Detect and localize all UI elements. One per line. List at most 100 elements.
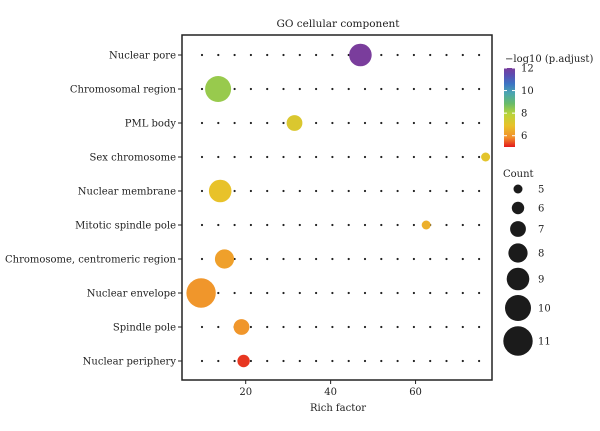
grid-dot bbox=[282, 359, 285, 363]
grid-dot bbox=[445, 53, 448, 57]
grid-dot bbox=[478, 155, 481, 159]
grid-dot bbox=[233, 53, 236, 57]
grid-dot bbox=[380, 325, 383, 329]
grid-dot bbox=[363, 87, 367, 91]
grid-dot bbox=[478, 359, 481, 363]
size-legend-dot bbox=[503, 326, 533, 356]
grid-dot bbox=[347, 121, 350, 125]
grid-dot bbox=[445, 155, 448, 159]
grid-dot bbox=[461, 189, 464, 193]
grid-dot bbox=[282, 325, 285, 329]
grid-dots bbox=[200, 53, 481, 363]
grid-dot bbox=[396, 155, 399, 159]
grid-dot bbox=[217, 53, 220, 57]
grid-dot bbox=[445, 325, 448, 329]
grid-dot bbox=[200, 223, 204, 227]
y-tick-label: Nuclear periphery bbox=[83, 357, 177, 368]
grid-dot bbox=[282, 257, 285, 261]
grid-dot bbox=[380, 291, 383, 295]
grid-dot bbox=[282, 87, 285, 91]
grid-dot bbox=[461, 155, 464, 159]
grid-dot bbox=[249, 223, 252, 227]
grid-dot bbox=[380, 257, 383, 261]
grid-dot bbox=[200, 359, 204, 363]
y-tick-label: Nuclear pore bbox=[109, 51, 176, 62]
y-axis-labels: Nuclear pore Chromosomal region PML body Se… bbox=[5, 51, 182, 368]
grid-dot bbox=[445, 189, 448, 193]
size-legend-title: Count bbox=[503, 169, 534, 180]
grid-dot bbox=[200, 53, 204, 57]
grid-dot bbox=[331, 189, 334, 193]
grid-dot bbox=[445, 121, 448, 125]
color-tick-label: 12 bbox=[521, 64, 534, 75]
grid-dot bbox=[478, 257, 481, 261]
grid-dot bbox=[217, 359, 220, 363]
grid-dot bbox=[396, 359, 399, 363]
data-points bbox=[186, 43, 491, 368]
grid-dot bbox=[396, 291, 399, 295]
grid-dot bbox=[331, 359, 334, 363]
color-tick-label: 6 bbox=[521, 131, 527, 142]
grid-dot bbox=[282, 155, 285, 159]
grid-dot bbox=[412, 325, 415, 329]
size-legend-dot bbox=[511, 201, 525, 215]
grid-dot bbox=[282, 223, 285, 227]
grid-dot bbox=[315, 223, 318, 227]
size-legend-dot bbox=[505, 295, 531, 321]
grid-dot bbox=[233, 121, 236, 125]
grid-dot bbox=[233, 189, 236, 193]
size-legend-dot bbox=[506, 267, 530, 291]
grid-dot bbox=[380, 87, 383, 91]
grid-dot bbox=[461, 291, 464, 295]
grid-dot bbox=[200, 257, 204, 261]
color-tick-label: 10 bbox=[521, 86, 534, 97]
grid-dot bbox=[363, 121, 367, 125]
grid-dot bbox=[217, 121, 220, 125]
data-point bbox=[237, 354, 250, 368]
grid-dot bbox=[363, 291, 367, 295]
grid-dot bbox=[347, 155, 350, 159]
grid-dot bbox=[331, 87, 334, 91]
size-legend-label: 5 bbox=[538, 185, 544, 196]
grid-dot bbox=[445, 87, 448, 91]
grid-dot bbox=[315, 291, 318, 295]
grid-dot bbox=[249, 189, 252, 193]
grid-dot bbox=[331, 291, 334, 295]
grid-dot bbox=[315, 53, 318, 57]
grid-dot bbox=[461, 53, 464, 57]
color-tick-label: 8 bbox=[521, 109, 527, 120]
grid-dot bbox=[461, 223, 464, 227]
grid-dot bbox=[233, 359, 236, 363]
grid-dot bbox=[461, 121, 464, 125]
data-point bbox=[286, 115, 303, 131]
grid-dot bbox=[266, 155, 269, 159]
grid-dot bbox=[266, 291, 269, 295]
grid-dot bbox=[380, 223, 383, 227]
chart-title: GO cellular component bbox=[276, 18, 400, 30]
y-tick-label: Spindle pole bbox=[113, 323, 176, 334]
grid-dot bbox=[461, 359, 464, 363]
grid-dot bbox=[363, 325, 367, 329]
data-point bbox=[233, 319, 250, 335]
grid-dot bbox=[282, 53, 285, 57]
grid-dot bbox=[429, 121, 432, 125]
grid-dot bbox=[249, 359, 252, 363]
grid-dot bbox=[412, 87, 415, 91]
grid-dot bbox=[478, 189, 481, 193]
grid-dot bbox=[429, 87, 432, 91]
grid-dot bbox=[412, 257, 415, 261]
size-legend-dot bbox=[508, 243, 528, 263]
grid-dot bbox=[461, 257, 464, 261]
data-point bbox=[208, 179, 232, 203]
grid-dot bbox=[445, 257, 448, 261]
grid-dot bbox=[347, 189, 350, 193]
grid-dot bbox=[429, 325, 432, 329]
grid-dot bbox=[347, 359, 350, 363]
y-tick-label: Nuclear membrane bbox=[78, 187, 176, 198]
grid-dot bbox=[363, 223, 367, 227]
size-legend-dot bbox=[510, 221, 526, 237]
y-tick-label: PML body bbox=[125, 119, 177, 130]
size-legend-label: 9 bbox=[538, 275, 544, 286]
grid-dot bbox=[298, 291, 301, 295]
